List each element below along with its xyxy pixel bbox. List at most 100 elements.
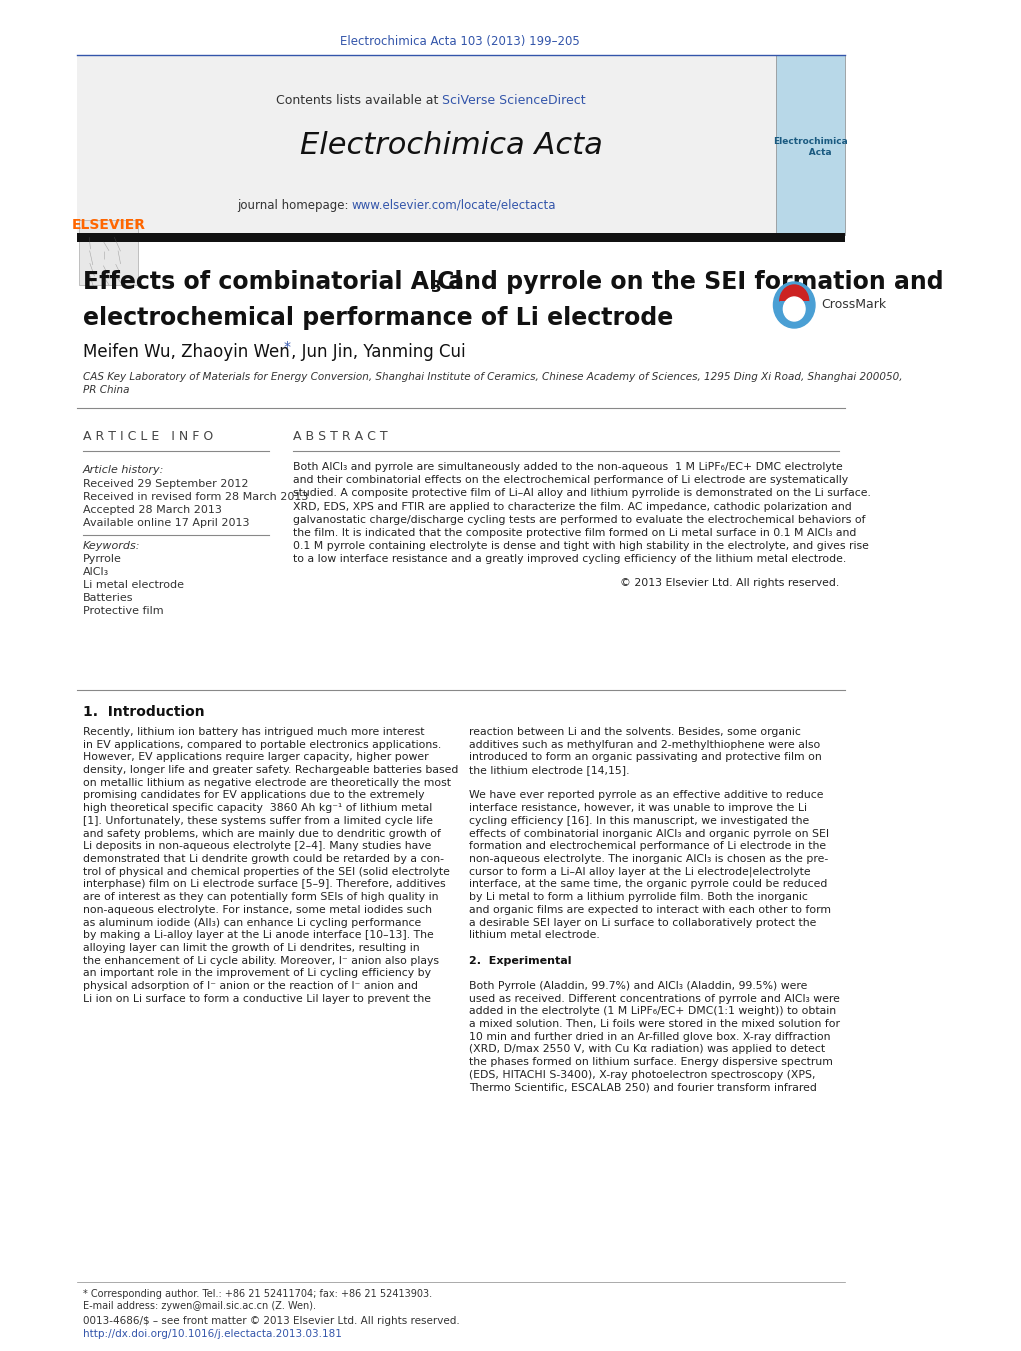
- Text: the lithium electrode [14,15].: the lithium electrode [14,15].: [470, 765, 630, 775]
- Text: lithium metal electrode.: lithium metal electrode.: [470, 931, 600, 940]
- Text: 0.1 M pyrrole containing electrolyte is dense and tight with high stability in t: 0.1 M pyrrole containing electrolyte is …: [293, 542, 869, 551]
- Text: (XRD, D/max 2550 V, with Cu Kα radiation) was applied to detect: (XRD, D/max 2550 V, with Cu Kα radiation…: [470, 1044, 825, 1055]
- Text: galvanostatic charge/discharge cycling tests are performed to evaluate the elect: galvanostatic charge/discharge cycling t…: [293, 515, 866, 524]
- Text: cycling efficiency [16]. In this manuscript, we investigated the: cycling efficiency [16]. In this manuscr…: [470, 816, 810, 825]
- Circle shape: [774, 282, 815, 328]
- Text: [1]. Unfortunately, these systems suffer from a limited cycle life: [1]. Unfortunately, these systems suffer…: [83, 816, 433, 825]
- Text: the phases formed on lithium surface. Energy dispersive spectrum: the phases formed on lithium surface. En…: [470, 1058, 833, 1067]
- FancyBboxPatch shape: [77, 55, 844, 235]
- Text: physical adsorption of I⁻ anion or the reaction of I⁻ anion and: physical adsorption of I⁻ anion or the r…: [83, 981, 418, 992]
- Text: (EDS, HITACHI S-3400), X-ray photoelectron spectroscopy (XPS,: (EDS, HITACHI S-3400), X-ray photoelectr…: [470, 1070, 816, 1079]
- FancyBboxPatch shape: [77, 232, 844, 242]
- Text: Pyrrole: Pyrrole: [83, 554, 121, 563]
- Text: high theoretical specific capacity  3860 Ah kg⁻¹ of lithium metal: high theoretical specific capacity 3860 …: [83, 804, 432, 813]
- Text: interface resistance, however, it was unable to improve the Li: interface resistance, however, it was un…: [470, 804, 808, 813]
- Text: and their combinatorial effects on the electrochemical performance of Li electro: and their combinatorial effects on the e…: [293, 476, 848, 485]
- Text: Batteries: Batteries: [83, 593, 134, 603]
- Text: electrochemical performance of Li electrode: electrochemical performance of Li electr…: [83, 305, 673, 330]
- Text: to a low interface resistance and a greatly improved cycling efficiency of the l: to a low interface resistance and a grea…: [293, 554, 846, 565]
- Text: Received 29 September 2012: Received 29 September 2012: [83, 480, 248, 489]
- Text: Electrochimica
      Acta: Electrochimica Acta: [773, 138, 847, 157]
- FancyBboxPatch shape: [776, 55, 844, 235]
- Text: cursor to form a Li–Al alloy layer at the Li electrode|electrolyte: cursor to form a Li–Al alloy layer at th…: [470, 866, 811, 877]
- FancyBboxPatch shape: [80, 220, 138, 285]
- Text: and pyrrole on the SEI formation and: and pyrrole on the SEI formation and: [439, 270, 943, 295]
- Text: Electrochimica Acta 103 (2013) 199–205: Electrochimica Acta 103 (2013) 199–205: [340, 35, 580, 49]
- Text: non-aqueous electrolyte. The inorganic AlCl₃ is chosen as the pre-: non-aqueous electrolyte. The inorganic A…: [470, 854, 829, 865]
- Text: Li ion on Li surface to form a conductive LiI layer to prevent the: Li ion on Li surface to form a conductiv…: [83, 994, 431, 1004]
- Text: an important role in the improvement of Li cycling efficiency by: an important role in the improvement of …: [83, 969, 431, 978]
- Text: E-mail address: zywen@mail.sic.ac.cn (Z. Wen).: E-mail address: zywen@mail.sic.ac.cn (Z.…: [83, 1301, 317, 1310]
- Text: the enhancement of Li cycle ability. Moreover, I⁻ anion also plays: the enhancement of Li cycle ability. Mor…: [83, 955, 439, 966]
- Text: added in the electrolyte (1 M LiPF₆/EC+ DMC(1:1 weight)) to obtain: added in the electrolyte (1 M LiPF₆/EC+ …: [470, 1006, 836, 1016]
- Text: and safety problems, which are mainly due to dendritic growth of: and safety problems, which are mainly du…: [83, 828, 441, 839]
- Text: © 2013 Elsevier Ltd. All rights reserved.: © 2013 Elsevier Ltd. All rights reserved…: [620, 578, 839, 588]
- Text: Meifen Wu, Zhaoyin Wen: Meifen Wu, Zhaoyin Wen: [83, 343, 290, 361]
- Text: Recently, lithium ion battery has intrigued much more interest: Recently, lithium ion battery has intrig…: [83, 727, 425, 738]
- Text: http://dx.doi.org/10.1016/j.electacta.2013.03.181: http://dx.doi.org/10.1016/j.electacta.20…: [83, 1329, 342, 1339]
- Text: We have ever reported pyrrole as an effective additive to reduce: We have ever reported pyrrole as an effe…: [470, 790, 824, 801]
- Text: 1.  Introduction: 1. Introduction: [83, 705, 204, 719]
- Text: However, EV applications require larger capacity, higher power: However, EV applications require larger …: [83, 753, 429, 762]
- Text: Li deposits in non-aqueous electrolyte [2–4]. Many studies have: Li deposits in non-aqueous electrolyte […: [83, 842, 432, 851]
- Text: alloying layer can limit the growth of Li dendrites, resulting in: alloying layer can limit the growth of L…: [83, 943, 420, 952]
- Text: density, longer life and greater safety. Rechargeable batteries based: density, longer life and greater safety.…: [83, 765, 458, 775]
- Text: introduced to form an organic passivating and protective film on: introduced to form an organic passivatin…: [470, 753, 822, 762]
- Text: Received in revised form 28 March 2013: Received in revised form 28 March 2013: [83, 492, 308, 503]
- Text: in EV applications, compared to portable electronics applications.: in EV applications, compared to portable…: [83, 740, 441, 750]
- Text: trol of physical and chemical properties of the SEI (solid electrolyte: trol of physical and chemical properties…: [83, 867, 450, 877]
- Text: Accepted 28 March 2013: Accepted 28 March 2013: [83, 505, 222, 515]
- Text: * Corresponding author. Tel.: +86 21 52411704; fax: +86 21 52413903.: * Corresponding author. Tel.: +86 21 524…: [83, 1289, 432, 1300]
- Text: Li metal electrode: Li metal electrode: [83, 580, 184, 590]
- Wedge shape: [780, 285, 809, 301]
- Text: reaction between Li and the solvents. Besides, some organic: reaction between Li and the solvents. Be…: [470, 727, 801, 738]
- Text: Contents lists available at: Contents lists available at: [276, 93, 442, 107]
- Text: Thermo Scientific, ESCALAB 250) and fourier transform infrared: Thermo Scientific, ESCALAB 250) and four…: [470, 1082, 817, 1093]
- Circle shape: [783, 297, 805, 322]
- Text: journal homepage:: journal homepage:: [237, 199, 352, 212]
- Text: CAS Key Laboratory of Materials for Energy Conversion, Shanghai Institute of Cer: CAS Key Laboratory of Materials for Ener…: [83, 372, 903, 382]
- Text: by Li metal to form a lithium pyrrolide film. Both the inorganic: by Li metal to form a lithium pyrrolide …: [470, 892, 809, 902]
- Text: Available online 17 April 2013: Available online 17 April 2013: [83, 517, 249, 528]
- Text: interface, at the same time, the organic pyrrole could be reduced: interface, at the same time, the organic…: [470, 880, 828, 889]
- Text: www.elsevier.com/locate/electacta: www.elsevier.com/locate/electacta: [352, 199, 556, 212]
- Text: Article history:: Article history:: [83, 465, 164, 476]
- Text: Both Pyrrole (Aladdin, 99.7%) and AlCl₃ (Aladdin, 99.5%) were: Both Pyrrole (Aladdin, 99.7%) and AlCl₃ …: [470, 981, 808, 992]
- Text: as aluminum iodide (AlI₃) can enhance Li cycling performance: as aluminum iodide (AlI₃) can enhance Li…: [83, 917, 422, 928]
- Text: a mixed solution. Then, Li foils were stored in the mixed solution for: a mixed solution. Then, Li foils were st…: [470, 1019, 840, 1029]
- Text: *: *: [284, 340, 290, 354]
- Text: XRD, EDS, XPS and FTIR are applied to characterize the film. AC impedance, catho: XRD, EDS, XPS and FTIR are applied to ch…: [293, 501, 853, 512]
- Text: effects of combinatorial inorganic AlCl₃ and organic pyrrole on SEI: effects of combinatorial inorganic AlCl₃…: [470, 828, 829, 839]
- Text: demonstrated that Li dendrite growth could be retarded by a con-: demonstrated that Li dendrite growth cou…: [83, 854, 444, 865]
- Text: , Jun Jin, Yanming Cui: , Jun Jin, Yanming Cui: [291, 343, 466, 361]
- Text: SciVerse ScienceDirect: SciVerse ScienceDirect: [442, 93, 586, 107]
- Text: additives such as methylfuran and 2-methylthiophene were also: additives such as methylfuran and 2-meth…: [470, 740, 821, 750]
- Text: CrossMark: CrossMark: [821, 299, 886, 312]
- Text: Electrochimica Acta: Electrochimica Acta: [300, 131, 602, 159]
- Text: interphase) film on Li electrode surface [5–9]. Therefore, additives: interphase) film on Li electrode surface…: [83, 880, 445, 889]
- Text: 3: 3: [431, 281, 441, 296]
- FancyBboxPatch shape: [780, 301, 809, 317]
- Text: the film. It is indicated that the composite protective film formed on Li metal : the film. It is indicated that the compo…: [293, 528, 857, 538]
- Text: non-aqueous electrolyte. For instance, some metal iodides such: non-aqueous electrolyte. For instance, s…: [83, 905, 432, 915]
- Text: by making a Li-alloy layer at the Li anode interface [10–13]. The: by making a Li-alloy layer at the Li ano…: [83, 931, 434, 940]
- Text: used as received. Different concentrations of pyrrole and AlCl₃ were: used as received. Different concentratio…: [470, 994, 840, 1004]
- Text: PR China: PR China: [83, 385, 130, 394]
- Text: ELSEVIER: ELSEVIER: [72, 218, 146, 232]
- Text: and organic films are expected to interact with each other to form: and organic films are expected to intera…: [470, 905, 831, 915]
- Text: 0013-4686/$ – see front matter © 2013 Elsevier Ltd. All rights reserved.: 0013-4686/$ – see front matter © 2013 El…: [83, 1316, 459, 1325]
- Text: Effects of combinatorial AlCl: Effects of combinatorial AlCl: [83, 270, 463, 295]
- Text: AlCl₃: AlCl₃: [83, 567, 109, 577]
- Text: are of interest as they can potentially form SEIs of high quality in: are of interest as they can potentially …: [83, 892, 439, 902]
- Text: A R T I C L E   I N F O: A R T I C L E I N F O: [83, 431, 213, 443]
- Text: studied. A composite protective film of Li–Al alloy and lithium pyrrolide is dem: studied. A composite protective film of …: [293, 489, 871, 499]
- Text: Both AlCl₃ and pyrrole are simultaneously added to the non-aqueous  1 M LiPF₆/EC: Both AlCl₃ and pyrrole are simultaneousl…: [293, 462, 843, 471]
- Text: Protective film: Protective film: [83, 607, 163, 616]
- Text: a desirable SEI layer on Li surface to collaboratively protect the: a desirable SEI layer on Li surface to c…: [470, 917, 817, 928]
- Text: 2.  Experimental: 2. Experimental: [470, 955, 572, 966]
- Text: formation and electrochemical performance of Li electrode in the: formation and electrochemical performanc…: [470, 842, 826, 851]
- Text: A B S T R A C T: A B S T R A C T: [293, 431, 388, 443]
- Text: promising candidates for EV applications due to the extremely: promising candidates for EV applications…: [83, 790, 425, 801]
- Text: 10 min and further dried in an Ar-filled glove box. X-ray diffraction: 10 min and further dried in an Ar-filled…: [470, 1032, 831, 1042]
- Text: on metallic lithium as negative electrode are theoretically the most: on metallic lithium as negative electrod…: [83, 778, 451, 788]
